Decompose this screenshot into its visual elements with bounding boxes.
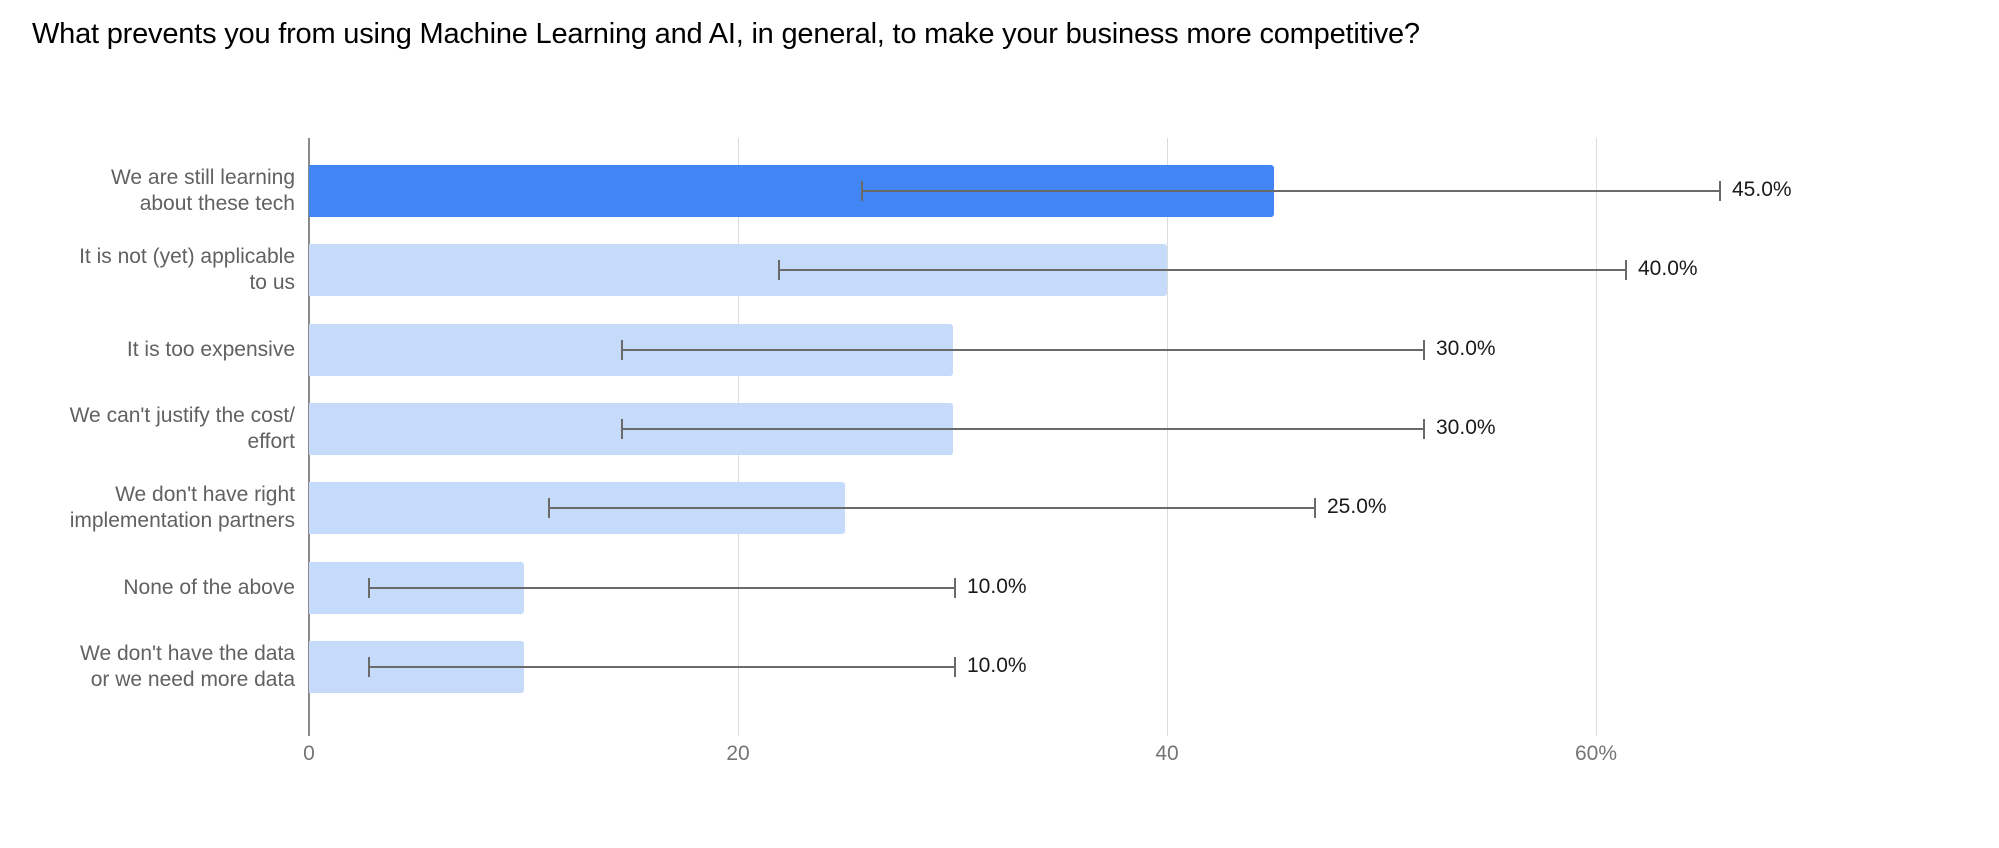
error-bar-cap — [1719, 181, 1721, 201]
x-axis-tick-label: 0 — [303, 742, 315, 765]
data-label: 30.0% — [1436, 416, 1496, 439]
category-label-line: to us — [249, 271, 295, 294]
chart-title: What prevents you from using Machine Lea… — [32, 18, 1420, 50]
category-label-line: effort — [247, 430, 295, 453]
category-label-line: implementation partners — [69, 509, 295, 532]
error-bar-cap — [621, 419, 623, 439]
category-label: We don't have right implementation partne… — [0, 482, 295, 534]
data-label: 10.0% — [967, 575, 1027, 598]
category-label-line: We are still learning — [110, 166, 295, 189]
data-label: 45.0% — [1732, 178, 1792, 201]
category-label-line: None of the above — [123, 576, 295, 599]
gridline — [1596, 138, 1597, 736]
data-label: 40.0% — [1638, 257, 1698, 280]
error-bar-cap — [621, 340, 623, 360]
category-label: It is not (yet) applicable to us — [0, 244, 295, 296]
category-label: It is too expensive — [0, 337, 295, 363]
error-bar — [549, 507, 1315, 509]
category-label-line: about these tech — [139, 192, 295, 215]
error-bar — [862, 190, 1720, 192]
x-axis-tick-label: 20 — [726, 742, 750, 765]
x-axis-tick-label: 40 — [1155, 742, 1179, 765]
error-bar — [622, 428, 1424, 430]
error-bar-cap — [778, 260, 780, 280]
category-label-line: We don't have right — [115, 483, 295, 506]
error-bar — [622, 349, 1424, 351]
error-bar — [369, 587, 955, 589]
category-label-line: It is not (yet) applicable — [79, 245, 295, 268]
category-label-line: or we need more data — [90, 668, 295, 691]
error-bar-cap — [954, 578, 956, 598]
error-bar-cap — [1625, 260, 1627, 280]
error-bar-cap — [548, 498, 550, 518]
error-bar-cap — [368, 578, 370, 598]
error-bar-cap — [368, 657, 370, 677]
data-label: 10.0% — [967, 654, 1027, 677]
category-label: None of the above — [0, 575, 295, 601]
gridline — [1167, 138, 1168, 736]
error-bar — [369, 666, 955, 668]
error-bar-cap — [1314, 498, 1316, 518]
category-label: We can't justify the cost/effort — [0, 403, 295, 455]
category-label-line: It is too expensive — [126, 338, 295, 361]
data-label: 25.0% — [1327, 495, 1387, 518]
category-label: We are still learning about these tech — [0, 165, 295, 217]
error-bar-cap — [1423, 340, 1425, 360]
error-bar-cap — [954, 657, 956, 677]
data-label: 30.0% — [1436, 337, 1496, 360]
category-label: We don't have the data or we need more da… — [0, 641, 295, 693]
category-label-line: We don't have the data — [80, 642, 295, 665]
error-bar — [779, 269, 1626, 271]
category-label-line: We can't justify the cost/ — [69, 404, 295, 427]
error-bar-cap — [1423, 419, 1425, 439]
x-axis-tick-label: 60% — [1574, 742, 1618, 765]
error-bar-cap — [861, 181, 863, 201]
